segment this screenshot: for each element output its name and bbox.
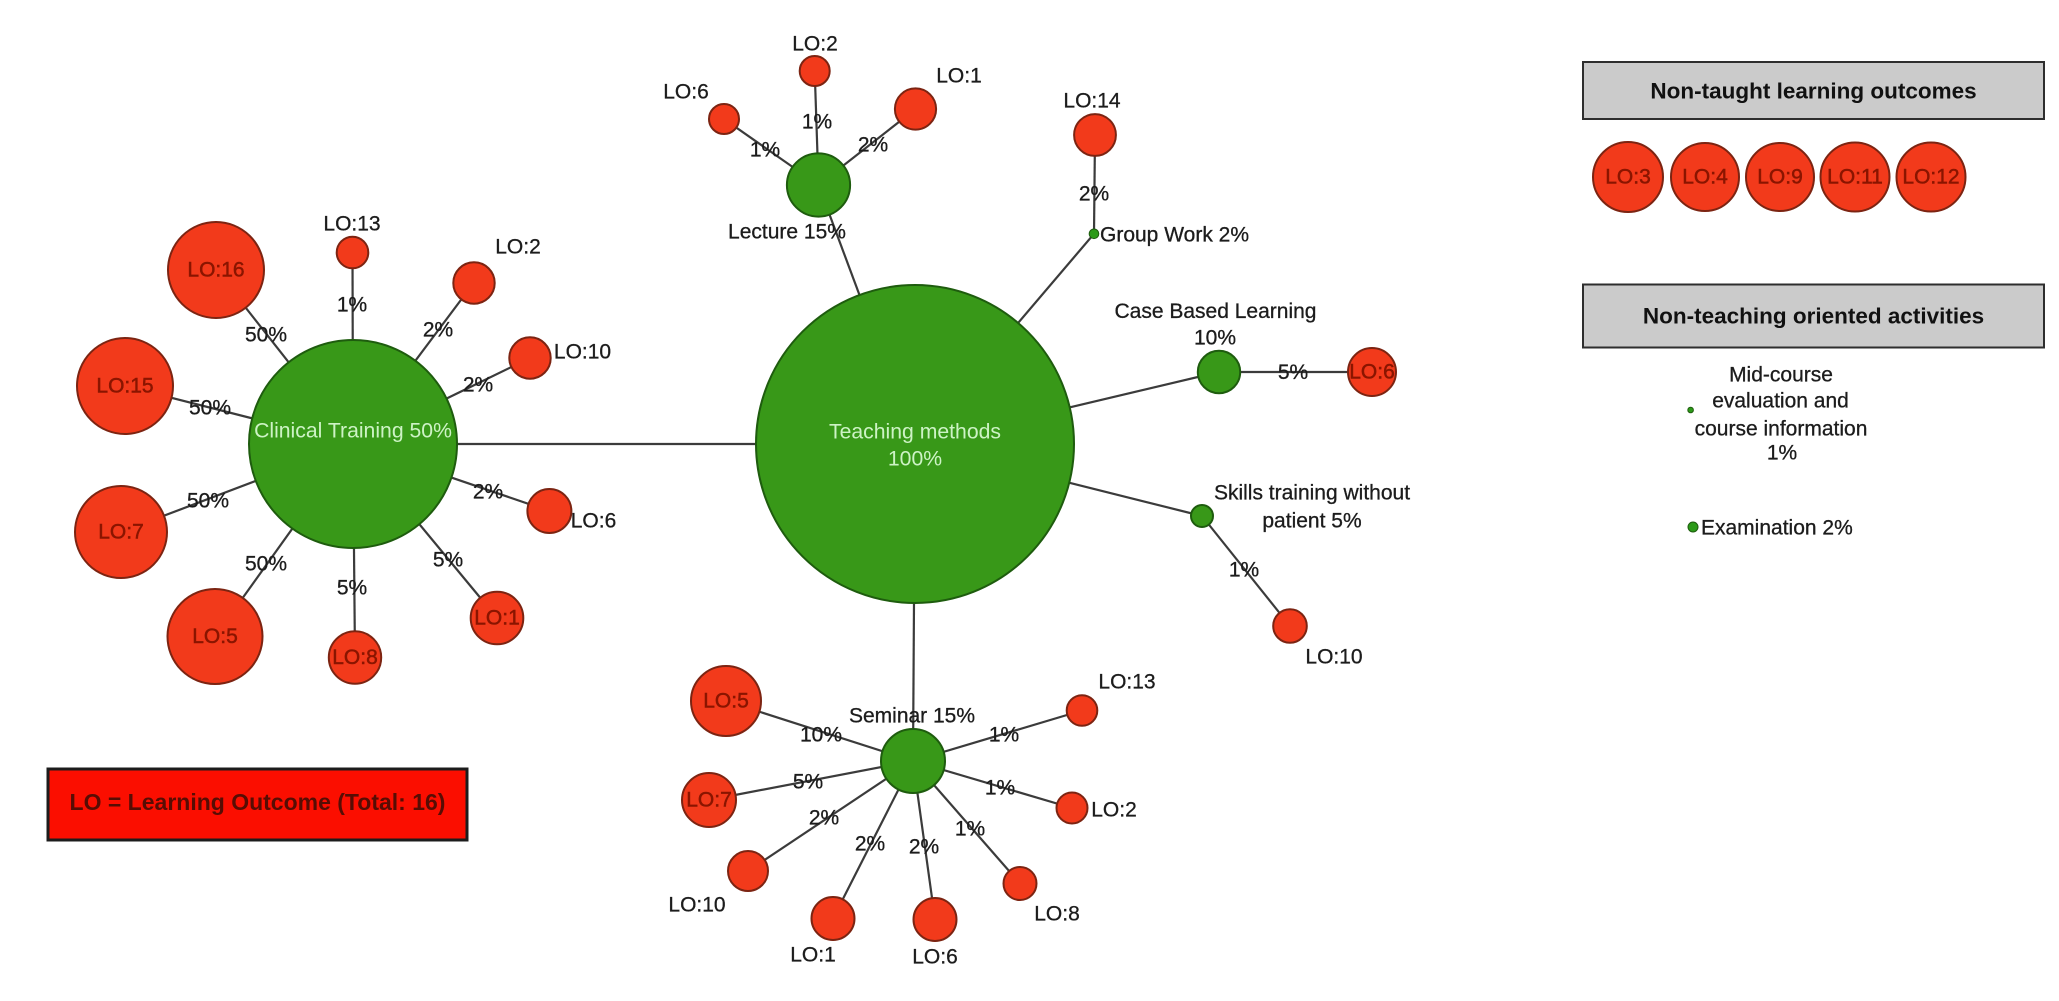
svg-text:LO:14: LO:14 [1063,90,1121,113]
svg-text:1%: 1% [337,294,367,317]
svg-text:2%: 2% [423,319,453,342]
svg-text:100%: 100% [888,448,942,471]
svg-text:Clinical Training 50%: Clinical Training 50% [254,420,452,443]
svg-text:LO:10: LO:10 [1305,646,1362,669]
svg-text:1%: 1% [1229,559,1259,582]
svg-text:LO:7: LO:7 [686,789,732,812]
svg-text:1%: 1% [989,724,1019,747]
svg-text:2%: 2% [858,134,888,157]
svg-text:LO:3: LO:3 [1605,166,1651,189]
svg-text:LO:16: LO:16 [187,259,244,282]
svg-text:LO:10: LO:10 [668,894,725,917]
svg-text:LO:6: LO:6 [912,946,958,969]
svg-text:5%: 5% [793,771,823,794]
svg-text:1%: 1% [750,139,780,162]
svg-text:2%: 2% [855,833,885,856]
svg-text:LO = Learning Outcome (Total:: LO = Learning Outcome (Total: 16) [70,789,446,815]
svg-text:Case Based Learning: Case Based Learning [1115,300,1317,323]
svg-text:LO:8: LO:8 [1034,903,1080,926]
svg-text:5%: 5% [1278,361,1308,384]
svg-text:LO:6: LO:6 [571,510,617,533]
svg-text:LO:7: LO:7 [98,521,144,544]
svg-text:LO:11: LO:11 [1827,166,1883,189]
svg-text:1%: 1% [985,777,1015,800]
svg-text:1%: 1% [955,818,985,841]
svg-text:LO:13: LO:13 [1098,671,1155,694]
svg-text:patient 5%: patient 5% [1262,510,1361,533]
svg-text:LO:6: LO:6 [1349,361,1395,384]
svg-text:2%: 2% [909,836,939,859]
svg-text:50%: 50% [187,490,229,513]
svg-text:5%: 5% [337,577,367,600]
svg-text:50%: 50% [245,553,287,576]
svg-text:LO:13: LO:13 [323,213,380,236]
svg-text:LO:10: LO:10 [554,341,611,364]
svg-text:LO:1: LO:1 [936,65,982,88]
svg-text:LO:5: LO:5 [192,625,238,648]
svg-text:50%: 50% [245,324,287,347]
svg-text:2%: 2% [809,807,839,830]
svg-text:LO:2: LO:2 [792,33,838,56]
svg-text:50%: 50% [189,397,231,420]
svg-text:LO:1: LO:1 [790,944,836,967]
svg-text:Teaching methods: Teaching methods [829,421,1001,444]
svg-text:evaluation and: evaluation and [1712,390,1849,413]
svg-text:2%: 2% [473,481,503,504]
svg-text:LO:9: LO:9 [1757,166,1803,189]
svg-text:LO:6: LO:6 [663,81,709,104]
svg-text:1%: 1% [802,111,832,134]
svg-text:Examination 2%: Examination 2% [1701,517,1853,540]
svg-text:LO:15: LO:15 [96,375,153,398]
svg-text:10%: 10% [800,724,842,747]
svg-text:Non-teaching oriented activiti: Non-teaching oriented activities [1643,304,1984,329]
svg-text:Non-taught learning outcomes: Non-taught learning outcomes [1650,79,1976,104]
svg-text:Mid-course: Mid-course [1729,364,1833,387]
svg-text:2%: 2% [1079,183,1109,206]
svg-text:LO:12: LO:12 [1902,166,1959,189]
svg-text:LO:2: LO:2 [1091,799,1137,822]
svg-text:LO:5: LO:5 [703,690,749,713]
svg-text:10%: 10% [1194,326,1236,349]
svg-text:Lecture 15%: Lecture 15% [728,221,846,244]
svg-text:Skills training without: Skills training without [1214,482,1410,505]
svg-text:course information: course information [1695,418,1868,441]
svg-text:1%: 1% [1767,442,1797,465]
svg-text:LO:4: LO:4 [1682,166,1728,189]
svg-text:LO:2: LO:2 [495,236,541,259]
svg-text:LO:1: LO:1 [474,607,520,630]
svg-text:2%: 2% [463,374,493,397]
svg-text:5%: 5% [433,549,463,572]
svg-text:Group Work 2%: Group Work 2% [1100,224,1249,247]
svg-text:Seminar 15%: Seminar 15% [849,705,975,728]
svg-text:LO:8: LO:8 [332,646,378,669]
